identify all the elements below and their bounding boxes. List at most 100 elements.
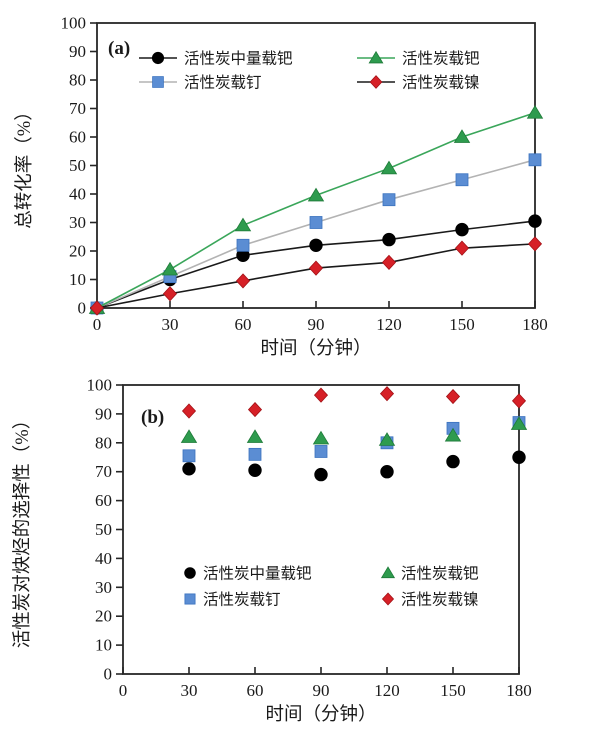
legend-diamond-icon bbox=[369, 75, 383, 89]
legend-square-icon bbox=[184, 593, 196, 605]
x-tick-label: 90 bbox=[308, 315, 325, 334]
data-point-circle bbox=[446, 454, 460, 469]
legend-circle-icon bbox=[184, 567, 196, 579]
y-tick-label: 0 bbox=[104, 665, 113, 684]
x-tick-label: 60 bbox=[235, 315, 252, 334]
data-point-circle bbox=[309, 238, 323, 253]
x-tick-label: 30 bbox=[162, 315, 179, 334]
plot-box bbox=[122, 384, 520, 675]
y-tick-label: 90 bbox=[69, 42, 86, 61]
data-point-triangle bbox=[246, 429, 264, 443]
data-point-diamond bbox=[511, 393, 527, 409]
y-tick-label: 100 bbox=[61, 14, 87, 33]
x-tick-label: 0 bbox=[93, 315, 102, 334]
data-point-triangle bbox=[180, 429, 198, 443]
data-point-circle bbox=[455, 222, 469, 237]
panel-tag: (a) bbox=[108, 38, 130, 59]
data-point-diamond bbox=[247, 401, 263, 418]
x-tick-label: 180 bbox=[506, 681, 532, 700]
legend-triangle-icon bbox=[380, 566, 396, 579]
y-tick-label: 60 bbox=[69, 128, 86, 147]
y-tick-label: 0 bbox=[78, 299, 87, 318]
legend-label: 活性炭载镍 bbox=[401, 591, 479, 609]
data-point-triangle bbox=[526, 104, 544, 119]
y-tick-label: 20 bbox=[69, 242, 86, 261]
data-point-triangle bbox=[312, 430, 330, 445]
y-tick-label: 50 bbox=[95, 520, 112, 539]
data-point-circle bbox=[512, 450, 526, 464]
data-point-triangle bbox=[234, 217, 252, 232]
y-tick-label: 20 bbox=[95, 607, 112, 626]
data-point-triangle bbox=[380, 160, 398, 175]
data-point-circle bbox=[380, 464, 394, 479]
panel-tag: (b) bbox=[141, 407, 164, 428]
data-point-circle bbox=[314, 467, 328, 482]
y-tick-label: 40 bbox=[69, 185, 86, 204]
legend-label: 活性炭中量载钯 bbox=[203, 565, 312, 583]
y-tick-label: 30 bbox=[95, 578, 112, 597]
series-line-3 bbox=[96, 243, 536, 309]
y-tick-label: 70 bbox=[69, 99, 86, 118]
data-point-diamond bbox=[379, 386, 395, 402]
data-point-diamond bbox=[235, 273, 251, 289]
y-tick-label: 80 bbox=[69, 71, 86, 90]
y-tick-label: 10 bbox=[69, 270, 86, 289]
data-point-square bbox=[528, 153, 542, 167]
x-axis-title: 时间（分钟） bbox=[260, 338, 371, 359]
data-point-square bbox=[248, 447, 262, 461]
legend-label: 活性炭载钉 bbox=[203, 591, 281, 609]
x-tick-label: 120 bbox=[374, 681, 400, 700]
y-tick-label: 40 bbox=[95, 549, 112, 568]
data-point-circle bbox=[248, 463, 262, 477]
x-tick-label: 0 bbox=[119, 681, 128, 700]
data-point-triangle bbox=[161, 261, 179, 276]
y-tick-label: 100 bbox=[87, 376, 113, 395]
y-tick-label: 50 bbox=[69, 156, 86, 175]
data-point-diamond bbox=[381, 254, 397, 270]
x-tick-label: 90 bbox=[313, 681, 330, 700]
data-point-diamond bbox=[89, 300, 105, 316]
data-point-triangle bbox=[378, 432, 396, 446]
series-line-1 bbox=[96, 159, 536, 309]
legend-diamond-icon bbox=[381, 592, 395, 606]
x-tick-label: 150 bbox=[440, 681, 466, 700]
y-tick-label: 30 bbox=[69, 213, 86, 232]
data-point-square bbox=[309, 216, 323, 229]
legend-label: 活性炭载镍 bbox=[402, 74, 480, 92]
x-tick-label: 180 bbox=[522, 315, 548, 334]
data-point-diamond bbox=[527, 236, 543, 252]
y-tick-label: 70 bbox=[95, 462, 112, 481]
legend-square-icon bbox=[152, 76, 164, 88]
data-point-square bbox=[236, 238, 250, 252]
legend-label: 活性炭载钉 bbox=[184, 74, 262, 92]
panel-b-selectivity-chart: 0 10 20 30 40 50 60 70 80 90 100 0 30 60 90 120 150 180 时间… bbox=[12, 376, 532, 726]
data-point-square bbox=[314, 445, 328, 458]
y-tick-label: 60 bbox=[95, 491, 112, 510]
data-point-triangle bbox=[444, 427, 462, 442]
data-point-circle bbox=[382, 232, 396, 247]
x-tick-label: 60 bbox=[247, 681, 264, 700]
data-point-diamond bbox=[454, 240, 470, 256]
data-point-square bbox=[382, 193, 396, 207]
panel-a-conversion-chart: 0 10 20 30 40 50 60 70 80 90 100 0 30 60 90 120 150 180 时间… bbox=[14, 14, 548, 360]
legend-triangle-icon bbox=[368, 50, 384, 64]
x-tick-label: 120 bbox=[376, 315, 402, 334]
x-tick-label: 150 bbox=[449, 315, 475, 334]
legend-label: 活性炭中量载钯 bbox=[184, 50, 293, 68]
y-axis-title: 活性炭对炔烃的选择性（%） bbox=[12, 411, 33, 648]
data-point-triangle bbox=[510, 416, 528, 430]
data-point-diamond bbox=[181, 403, 197, 419]
y-tick-label: 90 bbox=[95, 404, 112, 423]
y-axis-title: 总转化率（%） bbox=[14, 102, 35, 228]
y-tick-label: 10 bbox=[95, 636, 112, 655]
y-tick-label: 80 bbox=[95, 433, 112, 452]
data-point-square bbox=[182, 449, 196, 463]
data-point-circle bbox=[182, 462, 196, 476]
legend-label: 活性炭载钯 bbox=[402, 50, 480, 68]
data-point-diamond bbox=[162, 286, 178, 302]
data-point-square bbox=[455, 173, 469, 187]
data-point-triangle bbox=[453, 129, 471, 143]
data-point-diamond bbox=[445, 388, 461, 405]
data-point-diamond bbox=[313, 387, 329, 403]
